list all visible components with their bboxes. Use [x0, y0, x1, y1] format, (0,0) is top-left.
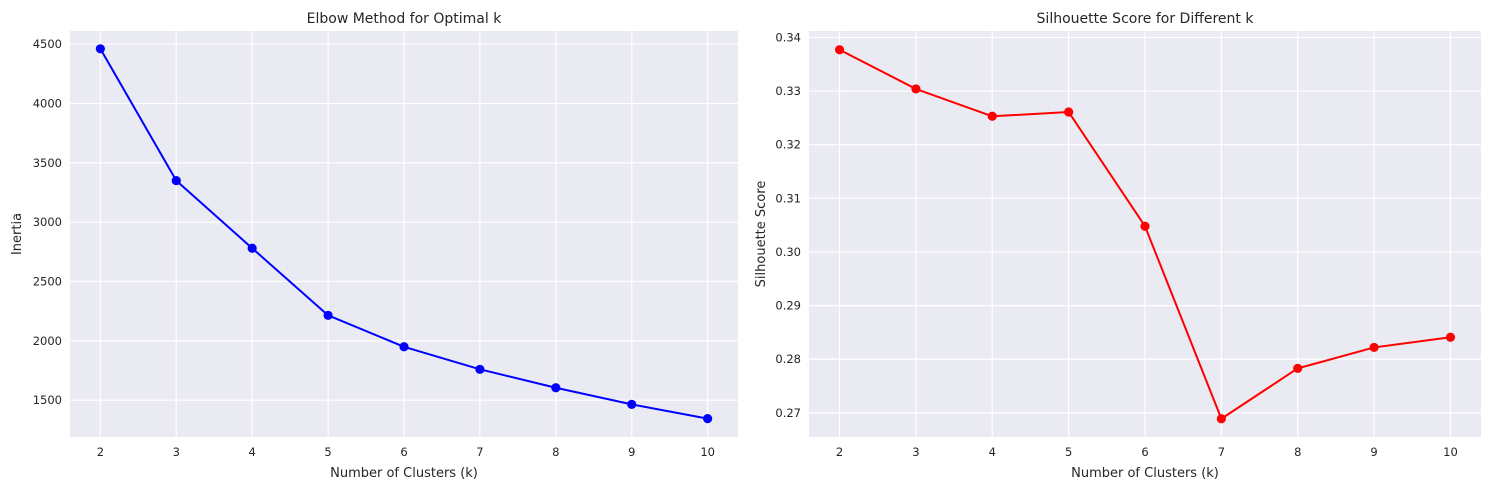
chart-2-x-tick-label: 8: [1294, 445, 1301, 459]
chart-1-x-tick-label: 3: [173, 445, 180, 459]
chart-1-x-tick-label: 9: [628, 445, 635, 459]
chart-2-x-tick-label: 10: [1443, 445, 1458, 459]
chart-1-title: Elbow Method for Optimal k: [307, 11, 503, 27]
chart-1-y-tick-label: 3000: [33, 215, 62, 229]
chart-1-y-tick-label: 2500: [33, 274, 62, 288]
chart-2-y-tick-label: 0.34: [775, 30, 801, 44]
chart-1-y-tick-label: 1500: [33, 393, 62, 407]
chart-2-y-tick-label: 0.28: [775, 352, 801, 366]
chart-2-data-point: [1293, 363, 1303, 373]
chart-1-data-point: [475, 364, 485, 374]
chart-2-y-tick-label: 0.33: [775, 84, 801, 98]
chart-1-data-point: [95, 44, 105, 54]
chart-1-y-axis-label: Inertia: [10, 213, 25, 255]
chart-1-data-point: [247, 243, 257, 253]
chart-2-y-tick-label: 0.30: [775, 245, 801, 259]
chart-1-x-tick-label: 2: [97, 445, 104, 459]
chart-1-y-tick-label: 2000: [33, 334, 62, 348]
chart-2-x-axis-label: Number of Clusters (k): [1071, 466, 1219, 481]
chart-2-x-tick-label: 3: [912, 445, 919, 459]
chart-1-x-tick-label: 7: [476, 445, 483, 459]
chart-2-x-tick-label: 5: [1065, 445, 1072, 459]
chart-1-x-tick-label: 8: [552, 445, 559, 459]
chart-2-data-point: [987, 111, 997, 121]
chart-1-data-point: [627, 399, 637, 409]
chart-2-data-point: [1216, 414, 1226, 424]
chart-2-data-point: [1064, 107, 1074, 117]
chart-2-x-tick-label: 6: [1141, 445, 1148, 459]
chart-2: 2 3 4 5 6 7 8 9 10 0.27 0.28 0.29 0.30 0.31 0.32 0.33 0.…: [754, 11, 1481, 481]
chart-1-x-tick-label: 4: [249, 445, 256, 459]
chart-1-data-point: [703, 413, 713, 424]
chart-2-y-axis-label: Silhouette Score: [754, 181, 769, 288]
chart-1-data-point: [323, 310, 333, 320]
chart-1-y-tick-label: 4000: [33, 96, 62, 110]
chart-2-y-tick-label: 0.32: [775, 138, 801, 152]
chart-1-data-point: [171, 175, 181, 186]
chart-2-x-tick-label: 9: [1370, 445, 1377, 459]
chart-2-y-tick-label: 0.31: [775, 191, 801, 205]
chart-1-x-tick-label: 6: [400, 445, 407, 459]
chart-1-x-tick-label: 5: [324, 445, 331, 459]
chart-2-y-tick-label: 0.29: [775, 299, 801, 313]
chart-1-x-axis-label: Number of Clusters (k): [330, 466, 478, 481]
chart-2-x-tick-label: 4: [989, 445, 996, 459]
chart-1-y-tick-label: 3500: [33, 156, 62, 170]
chart-1: 2 3 4 5 6 7 8 9 10 1500 2000 2500 3000 3500 4000 4500 El…: [10, 11, 738, 481]
chart-2-data-point: [1369, 342, 1379, 353]
chart-1-y-tick-label: 4500: [33, 37, 62, 51]
chart-2-data-point: [1445, 332, 1456, 342]
chart-2-x-tick-label: 7: [1218, 445, 1225, 459]
chart-2-x-tick-label: 2: [836, 445, 843, 459]
chart-2-title: Silhouette Score for Different k: [1037, 11, 1255, 27]
chart-1-data-point: [551, 383, 561, 393]
chart-2-data-point: [1140, 221, 1150, 231]
chart-2-y-tick-label: 0.27: [775, 406, 801, 420]
chart-2-data-point: [834, 45, 845, 55]
chart-2-data-point: [911, 84, 921, 94]
chart-1-data-point: [399, 342, 409, 352]
chart-1-x-tick-label: 10: [700, 445, 715, 459]
